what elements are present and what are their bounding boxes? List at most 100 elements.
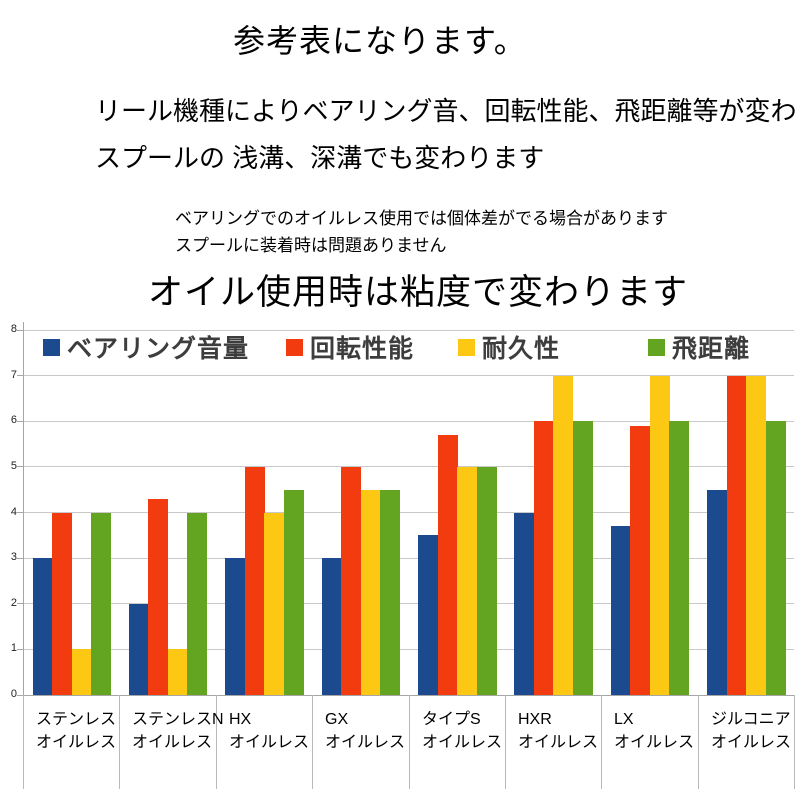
category-divider (312, 695, 313, 789)
category-name: GX (325, 711, 349, 728)
y-axis-tick (17, 375, 23, 377)
category-name: ステンレス (36, 711, 117, 728)
category-name: ジルコニア (711, 711, 791, 728)
category-name: LX (614, 711, 634, 728)
intro-line-2: スプールの 浅溝、深溝でも変わります (95, 143, 545, 173)
gridline (23, 557, 794, 559)
bar (611, 526, 631, 695)
legend-label: 飛距離 (672, 335, 751, 363)
legend-swatch-icon (648, 338, 665, 356)
category-sub-label: オイルレス (711, 734, 792, 751)
note-line-2: スプールに装着時は問題ありません (175, 236, 447, 255)
category-sub-label: オイルレス (325, 734, 406, 751)
bar (418, 535, 438, 695)
bar (477, 466, 497, 695)
category-divider (601, 695, 602, 789)
bar (650, 375, 670, 695)
category-divider (505, 695, 506, 789)
category-label: タイプS オイルレス (422, 708, 502, 754)
y-axis-tick (17, 329, 23, 331)
y-axis-label: 3 (10, 551, 17, 564)
bar (91, 512, 111, 695)
category-divider (409, 695, 410, 789)
bar (630, 425, 650, 695)
bar (245, 466, 265, 695)
note-text: ベアリングでのオイルレス使用では個体差がでる場合があります スプールに装着時は問… (175, 205, 668, 259)
category-label: HX オイルレス (229, 708, 309, 754)
legend-label: 回転性能 (310, 335, 415, 363)
bar (284, 489, 304, 695)
y-axis-tick (17, 512, 23, 513)
bar (553, 375, 573, 695)
bar (322, 558, 342, 695)
bar (746, 375, 766, 695)
gridline (23, 466, 794, 468)
bar (225, 558, 245, 695)
y-axis-tick (17, 648, 23, 650)
bar (148, 498, 168, 695)
page-title: 参考表になります。 (233, 23, 527, 59)
legend-swatch-icon (43, 338, 60, 356)
category-label: GX オイルレス (325, 708, 405, 754)
bar (187, 512, 207, 695)
bar (380, 489, 400, 695)
y-axis-tick (17, 694, 23, 696)
bar (727, 375, 747, 695)
gridline (23, 603, 794, 605)
bar (264, 512, 284, 695)
gridline (23, 648, 794, 650)
intro-line-1: リール機種によりベアリング音、回転性能、飛距離等が変わります。 (95, 96, 800, 126)
gridline (23, 375, 794, 377)
legend-item: ベアリング音量 (40, 332, 258, 363)
category-divider (23, 695, 24, 789)
category-divider (119, 695, 120, 789)
y-axis-label: 8 (10, 323, 17, 335)
legend-item: 飛距離 (645, 332, 759, 363)
legend-label: 耐久性 (482, 335, 561, 363)
bar (168, 649, 188, 695)
category-name: HXR (518, 711, 552, 728)
y-axis-label: 5 (10, 459, 17, 472)
category-sub-label: オイルレス (614, 734, 695, 751)
bar (669, 421, 689, 695)
gridline (23, 329, 794, 331)
category-sub-label: オイルレス (229, 734, 310, 751)
y-axis-label: 1 (10, 642, 17, 655)
y-axis-label: 2 (10, 596, 17, 609)
bar (438, 434, 458, 695)
y-axis-line (23, 322, 24, 695)
category-label: ステンレスN オイルレス (132, 708, 224, 754)
bar (52, 512, 72, 695)
bar (72, 649, 92, 695)
y-axis-tick (17, 557, 23, 559)
category-label: LX オイルレス (614, 708, 694, 754)
legend-item: 耐久性 (455, 332, 569, 363)
bar (766, 421, 786, 695)
category-name: HX (229, 711, 252, 728)
chart-heading: オイル使用時は粘度で変わります (148, 273, 689, 312)
bar (514, 512, 534, 695)
y-axis-tick (17, 466, 23, 468)
y-axis-tick (17, 420, 23, 422)
category-divider (794, 695, 795, 789)
category-label: ステンレス オイルレス (36, 708, 116, 754)
intro-text: リール機種によりベアリング音、回転性能、飛距離等が変わります。 スプールの 浅溝… (95, 88, 800, 182)
gridline (23, 420, 794, 422)
gridline (23, 512, 794, 513)
legend-label: ベアリング音量 (67, 335, 250, 363)
y-axis-label: 6 (10, 414, 17, 427)
category-label: ジルコニアオイルレス (711, 708, 791, 754)
category-label: HXR オイルレス (518, 708, 598, 754)
bar (457, 466, 477, 695)
y-axis-label: 0 (10, 688, 17, 700)
legend-swatch-icon (286, 338, 303, 356)
bar (361, 489, 381, 695)
legend-item: 回転性能 (283, 332, 423, 363)
bar (707, 489, 727, 695)
bar (573, 421, 593, 695)
category-name: タイプS (422, 711, 481, 728)
bar (534, 421, 554, 695)
y-axis-label: 4 (10, 505, 17, 518)
